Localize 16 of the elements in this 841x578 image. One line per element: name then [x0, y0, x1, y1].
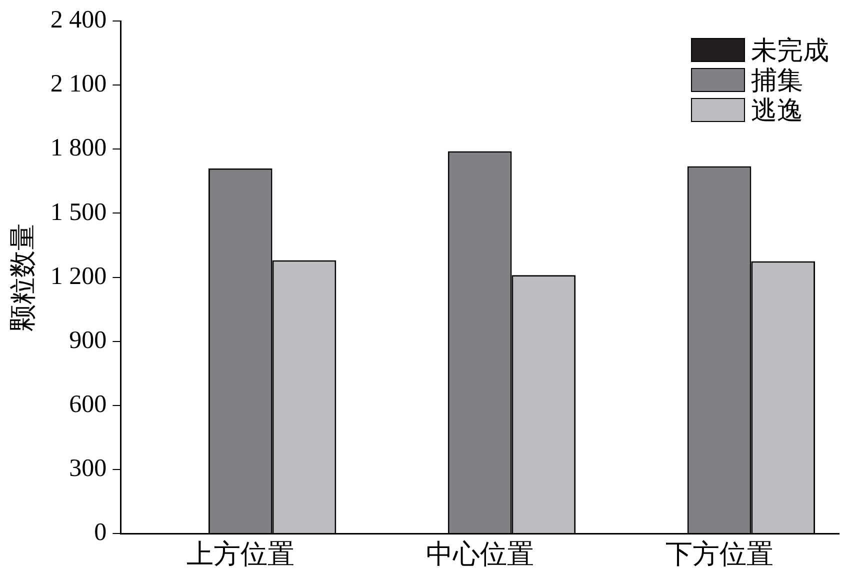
legend-label: 捕集	[751, 66, 803, 94]
y-tick-label: 2 400	[50, 6, 107, 34]
legend-label: 逃逸	[751, 96, 803, 124]
y-tick-label: 1 200	[50, 262, 107, 290]
y-tick-label: 2 100	[50, 70, 107, 98]
y-axis-title: 颗粒数量	[7, 223, 38, 332]
legend-label: 未完成	[751, 36, 829, 64]
y-tick-label: 300	[69, 455, 107, 482]
x-tick-label: 上方位置	[186, 538, 294, 569]
y-tick-label: 1 800	[50, 134, 107, 162]
x-tick-label: 中心位置	[426, 538, 534, 569]
y-tick-label: 0	[94, 519, 107, 546]
x-tick-label: 下方位置	[665, 538, 774, 569]
y-tick-label: 900	[69, 326, 107, 354]
y-tick-label: 1 500	[50, 198, 107, 226]
y-tick-label: 600	[69, 391, 107, 418]
